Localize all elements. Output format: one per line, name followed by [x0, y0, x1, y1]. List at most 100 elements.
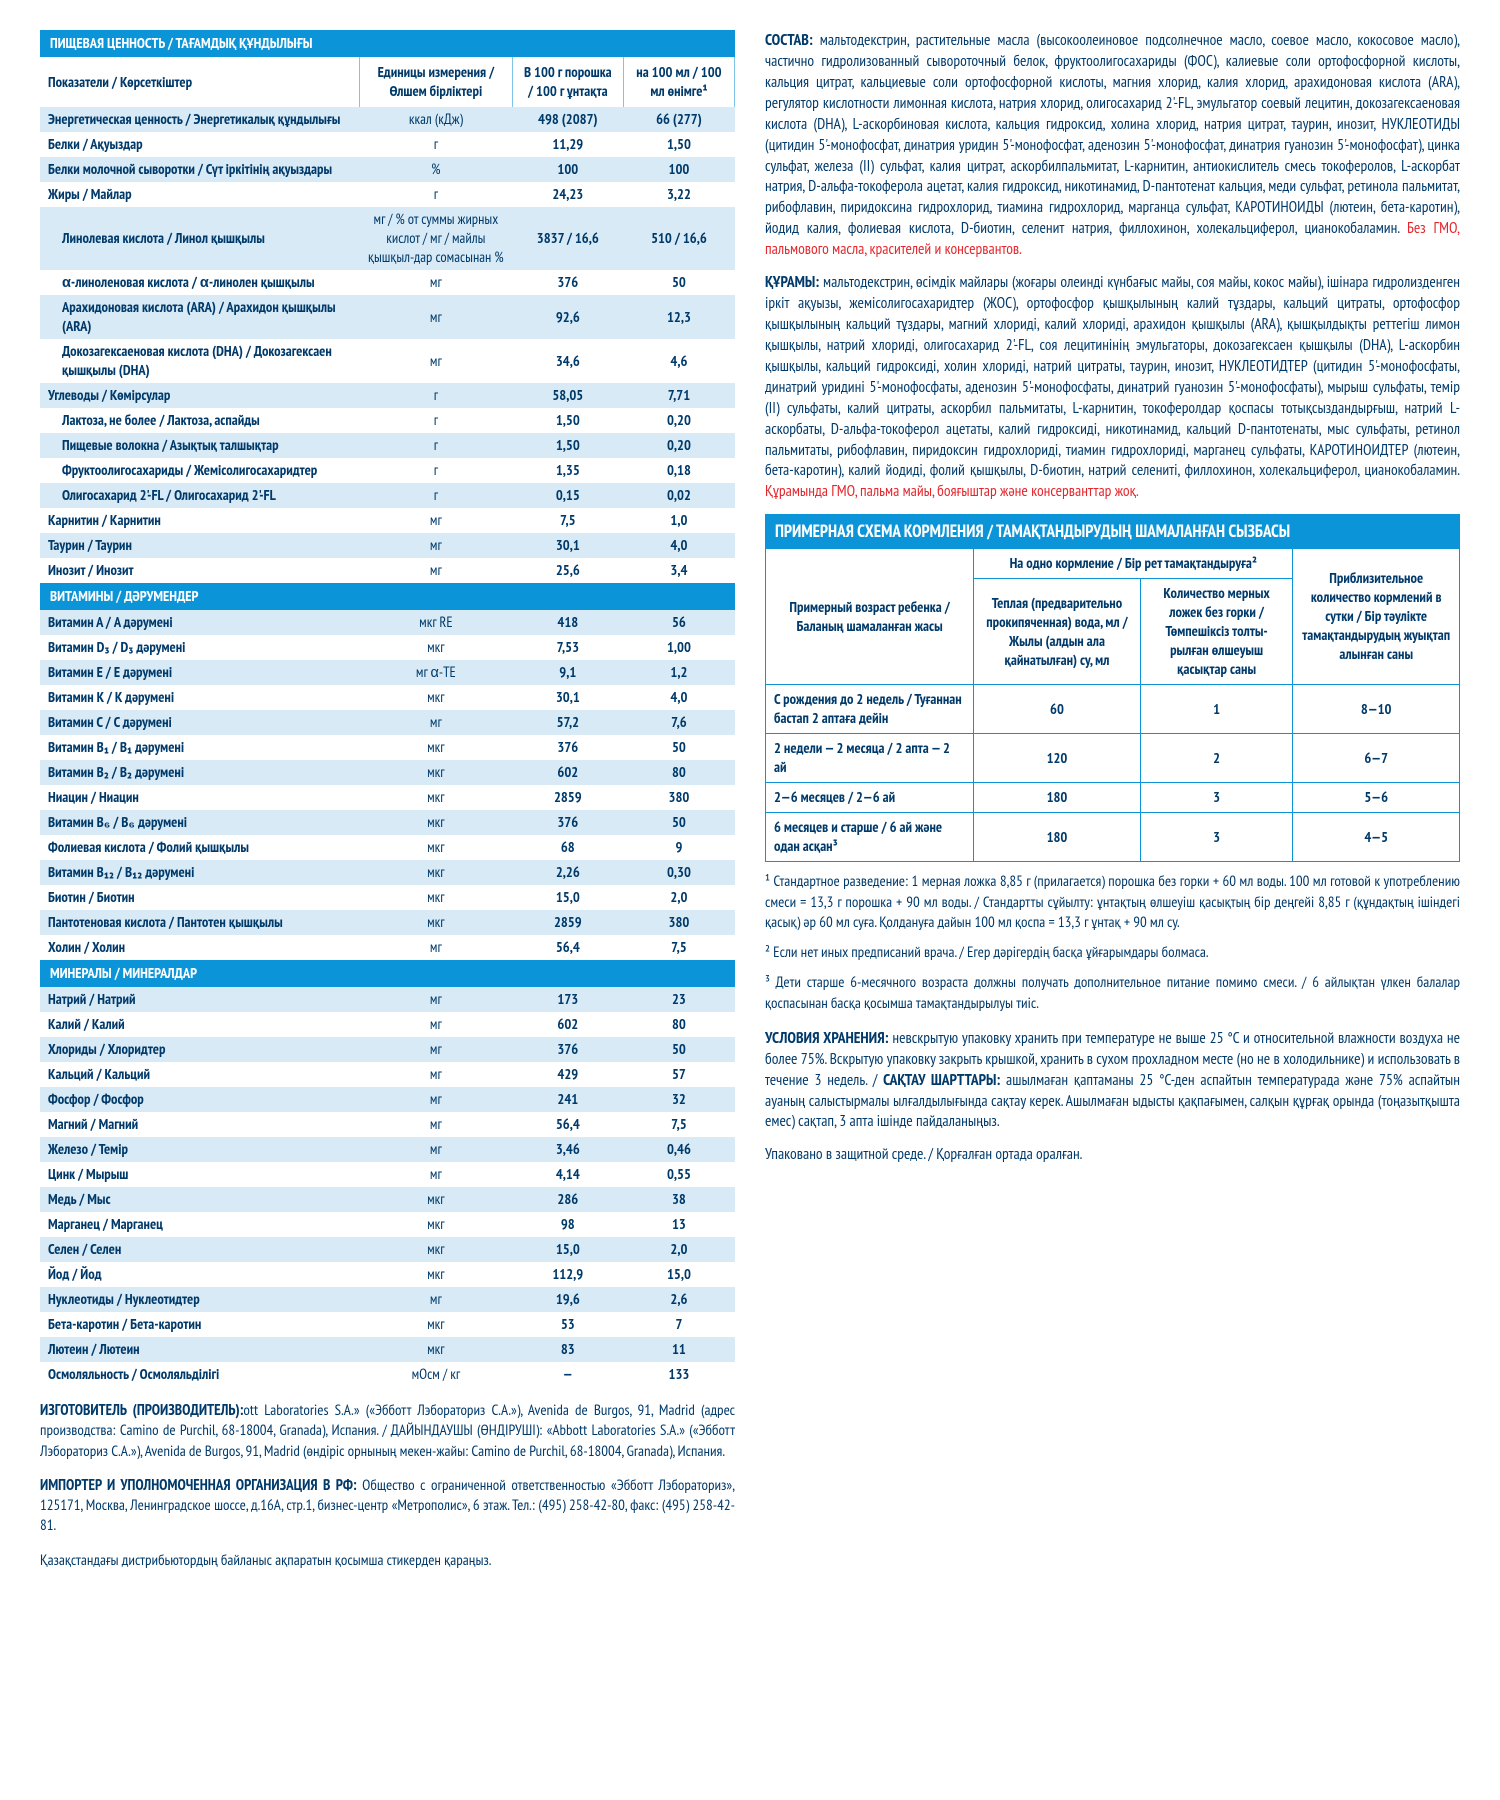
row-v1: 2859: [512, 910, 623, 935]
row-name: Магний / Магний: [40, 1112, 359, 1137]
row-unit: мг: [359, 710, 512, 735]
row-v2: 50: [623, 1037, 734, 1062]
row-v2: 133: [623, 1362, 734, 1387]
table-row: Фруктоолигосахариды / Жемісолигосахаридт…: [40, 458, 735, 483]
kuramy-warn: Құрамында ГМО, пальма майы, бояғыштар жә…: [765, 481, 1139, 501]
row-v2: 3,4: [623, 558, 734, 583]
row-unit: мкг: [359, 785, 512, 810]
row-name: Докозагексаеновая кислота (DHA) / Докоза…: [40, 339, 359, 383]
row-v1: 602: [512, 760, 623, 785]
row-unit: г: [359, 458, 512, 483]
row-name: Витамин Е / E дәрумені: [40, 660, 359, 685]
row-v2: 50: [623, 810, 734, 835]
row-unit: мкг: [359, 860, 512, 885]
row-name: Витамин В₂ / B₂ дәрумені: [40, 760, 359, 785]
feed-row: 2—6 месяцев / 2—6 ай18035—6: [766, 783, 1460, 813]
row-unit: мкг: [359, 1312, 512, 1337]
feed-scoops: 3: [1140, 813, 1293, 862]
table-row: Олигосахарид 2'-FL / Олигосахарид 2'-FLг…: [40, 483, 735, 508]
row-v1: 53: [512, 1312, 623, 1337]
row-v1: 3,46: [512, 1137, 623, 1162]
row-v1: 112,9: [512, 1262, 623, 1287]
row-v2: 7: [623, 1312, 734, 1337]
footnote-1: ¹ Стандартное разведение: 1 мерная ложка…: [765, 872, 1460, 933]
feed-water: 60: [974, 685, 1141, 734]
row-name: Лактоза, не более / Лактоза, аспайды: [40, 408, 359, 433]
row-unit: мг: [359, 558, 512, 583]
col-unit: Единицы измерения / Өлшем бірліктері: [359, 57, 512, 107]
row-name: Углеводы / Көмірсулар: [40, 383, 359, 408]
row-v1: 56,4: [512, 1112, 623, 1137]
col-water: Теплая (предварительно прокипяченная) во…: [974, 579, 1141, 685]
row-unit: мг: [359, 295, 512, 339]
table-row: Холин / Холинмг56,47,5: [40, 935, 735, 960]
row-name: Цинк / Мырыш: [40, 1162, 359, 1187]
feed-scoops: 2: [1140, 734, 1293, 783]
row-v2: 66 (277): [623, 107, 734, 132]
row-v2: 13: [623, 1212, 734, 1237]
table-row: Карнитин / Карнитинмг7,51,0: [40, 508, 735, 533]
row-name: Витамин С / C дәрумені: [40, 710, 359, 735]
row-v1: 9,1: [512, 660, 623, 685]
row-v1: 25,6: [512, 558, 623, 583]
storage-label: УСЛОВИЯ ХРАНЕНИЯ:: [765, 1028, 889, 1048]
row-v2: 7,5: [623, 935, 734, 960]
row-unit: мкг: [359, 635, 512, 660]
row-unit: г: [359, 408, 512, 433]
table-row: Пантотеновая кислота / Пантотен қышқылым…: [40, 910, 735, 935]
table-row: Таурин / Тауринмг30,14,0: [40, 533, 735, 558]
row-v1: 1,50: [512, 408, 623, 433]
row-v2: 56: [623, 610, 734, 635]
row-v2: 4,0: [623, 685, 734, 710]
row-v1: 15,0: [512, 1237, 623, 1262]
row-name: Таурин / Таурин: [40, 533, 359, 558]
feeding-title: ПРИМЕРНАЯ СХЕМА КОРМЛЕНИЯ / ТАМАҚТАНДЫРУ…: [765, 514, 1460, 548]
row-v1: 498 (2087): [512, 107, 623, 132]
row-v2: 80: [623, 760, 734, 785]
feed-water: 180: [974, 813, 1141, 862]
row-v1: 19,6: [512, 1287, 623, 1312]
row-v2: 50: [623, 735, 734, 760]
sostav-label: СОСТАВ:: [765, 30, 813, 50]
row-v2: 0,20: [623, 433, 734, 458]
row-v1: 0,15: [512, 483, 623, 508]
row-unit: мг: [359, 935, 512, 960]
table-row: Инозит / Инозитмг25,63,4: [40, 558, 735, 583]
row-v2: 3,22: [623, 182, 734, 207]
feed-age: 6 месяцев и старше / 6 ай және одан асқа…: [766, 813, 974, 862]
row-v2: 2,6: [623, 1287, 734, 1312]
row-unit: мг α-TE: [359, 660, 512, 685]
table-row: Белки молочной сыворотки / Сүт іркітінің…: [40, 157, 735, 182]
row-v1: 1,50: [512, 433, 623, 458]
feed-row: С рождения до 2 недель / Туғаннан бастап…: [766, 685, 1460, 734]
row-unit: мкг: [359, 885, 512, 910]
table-row: Йод / Йодмкг112,915,0: [40, 1262, 735, 1287]
row-v1: 376: [512, 810, 623, 835]
row-unit: г: [359, 182, 512, 207]
table-row: Углеводы / Көмірсуларг58,057,71: [40, 383, 735, 408]
table-row: Натрий / Натриймг17323: [40, 987, 735, 1012]
row-v1: 418: [512, 610, 623, 635]
row-name: Витамин А / A дәрумені: [40, 610, 359, 635]
row-name: Линолевая кислота / Линол қышқылы: [40, 207, 359, 270]
feed-row: 2 недели — 2 месяца / 2 апта — 2 ай12026…: [766, 734, 1460, 783]
row-v1: 376: [512, 1037, 623, 1062]
row-v2: 510 / 16,6: [623, 207, 734, 270]
row-v1: 68: [512, 835, 623, 860]
row-name: Белки / Ақуыздар: [40, 132, 359, 157]
row-name: Белки молочной сыворотки / Сүт іркітінің…: [40, 157, 359, 182]
row-unit: ккал (кДж): [359, 107, 512, 132]
feed-age: 2 недели — 2 месяца / 2 апта — 2 ай: [766, 734, 974, 783]
table-row: Докозагексаеновая кислота (DHA) / Докоза…: [40, 339, 735, 383]
row-name: Йод / Йод: [40, 1262, 359, 1287]
row-v1: 173: [512, 987, 623, 1012]
row-name: Калий / Калий: [40, 1012, 359, 1037]
nutrition-title: ПИЩЕВАЯ ЦЕННОСТЬ / ТАҒАМДЫҚ ҚҰНДЫЛЫҒЫ: [40, 30, 735, 57]
row-v1: 286: [512, 1187, 623, 1212]
table-row: Лактоза, не более / Лактоза, аспайдыг1,5…: [40, 408, 735, 433]
row-name: Энергетическая ценность / Энергетикалық …: [40, 107, 359, 132]
row-unit: мкг RE: [359, 610, 512, 635]
row-v1: 376: [512, 735, 623, 760]
row-v1: 83: [512, 1337, 623, 1362]
row-unit: мг: [359, 1012, 512, 1037]
